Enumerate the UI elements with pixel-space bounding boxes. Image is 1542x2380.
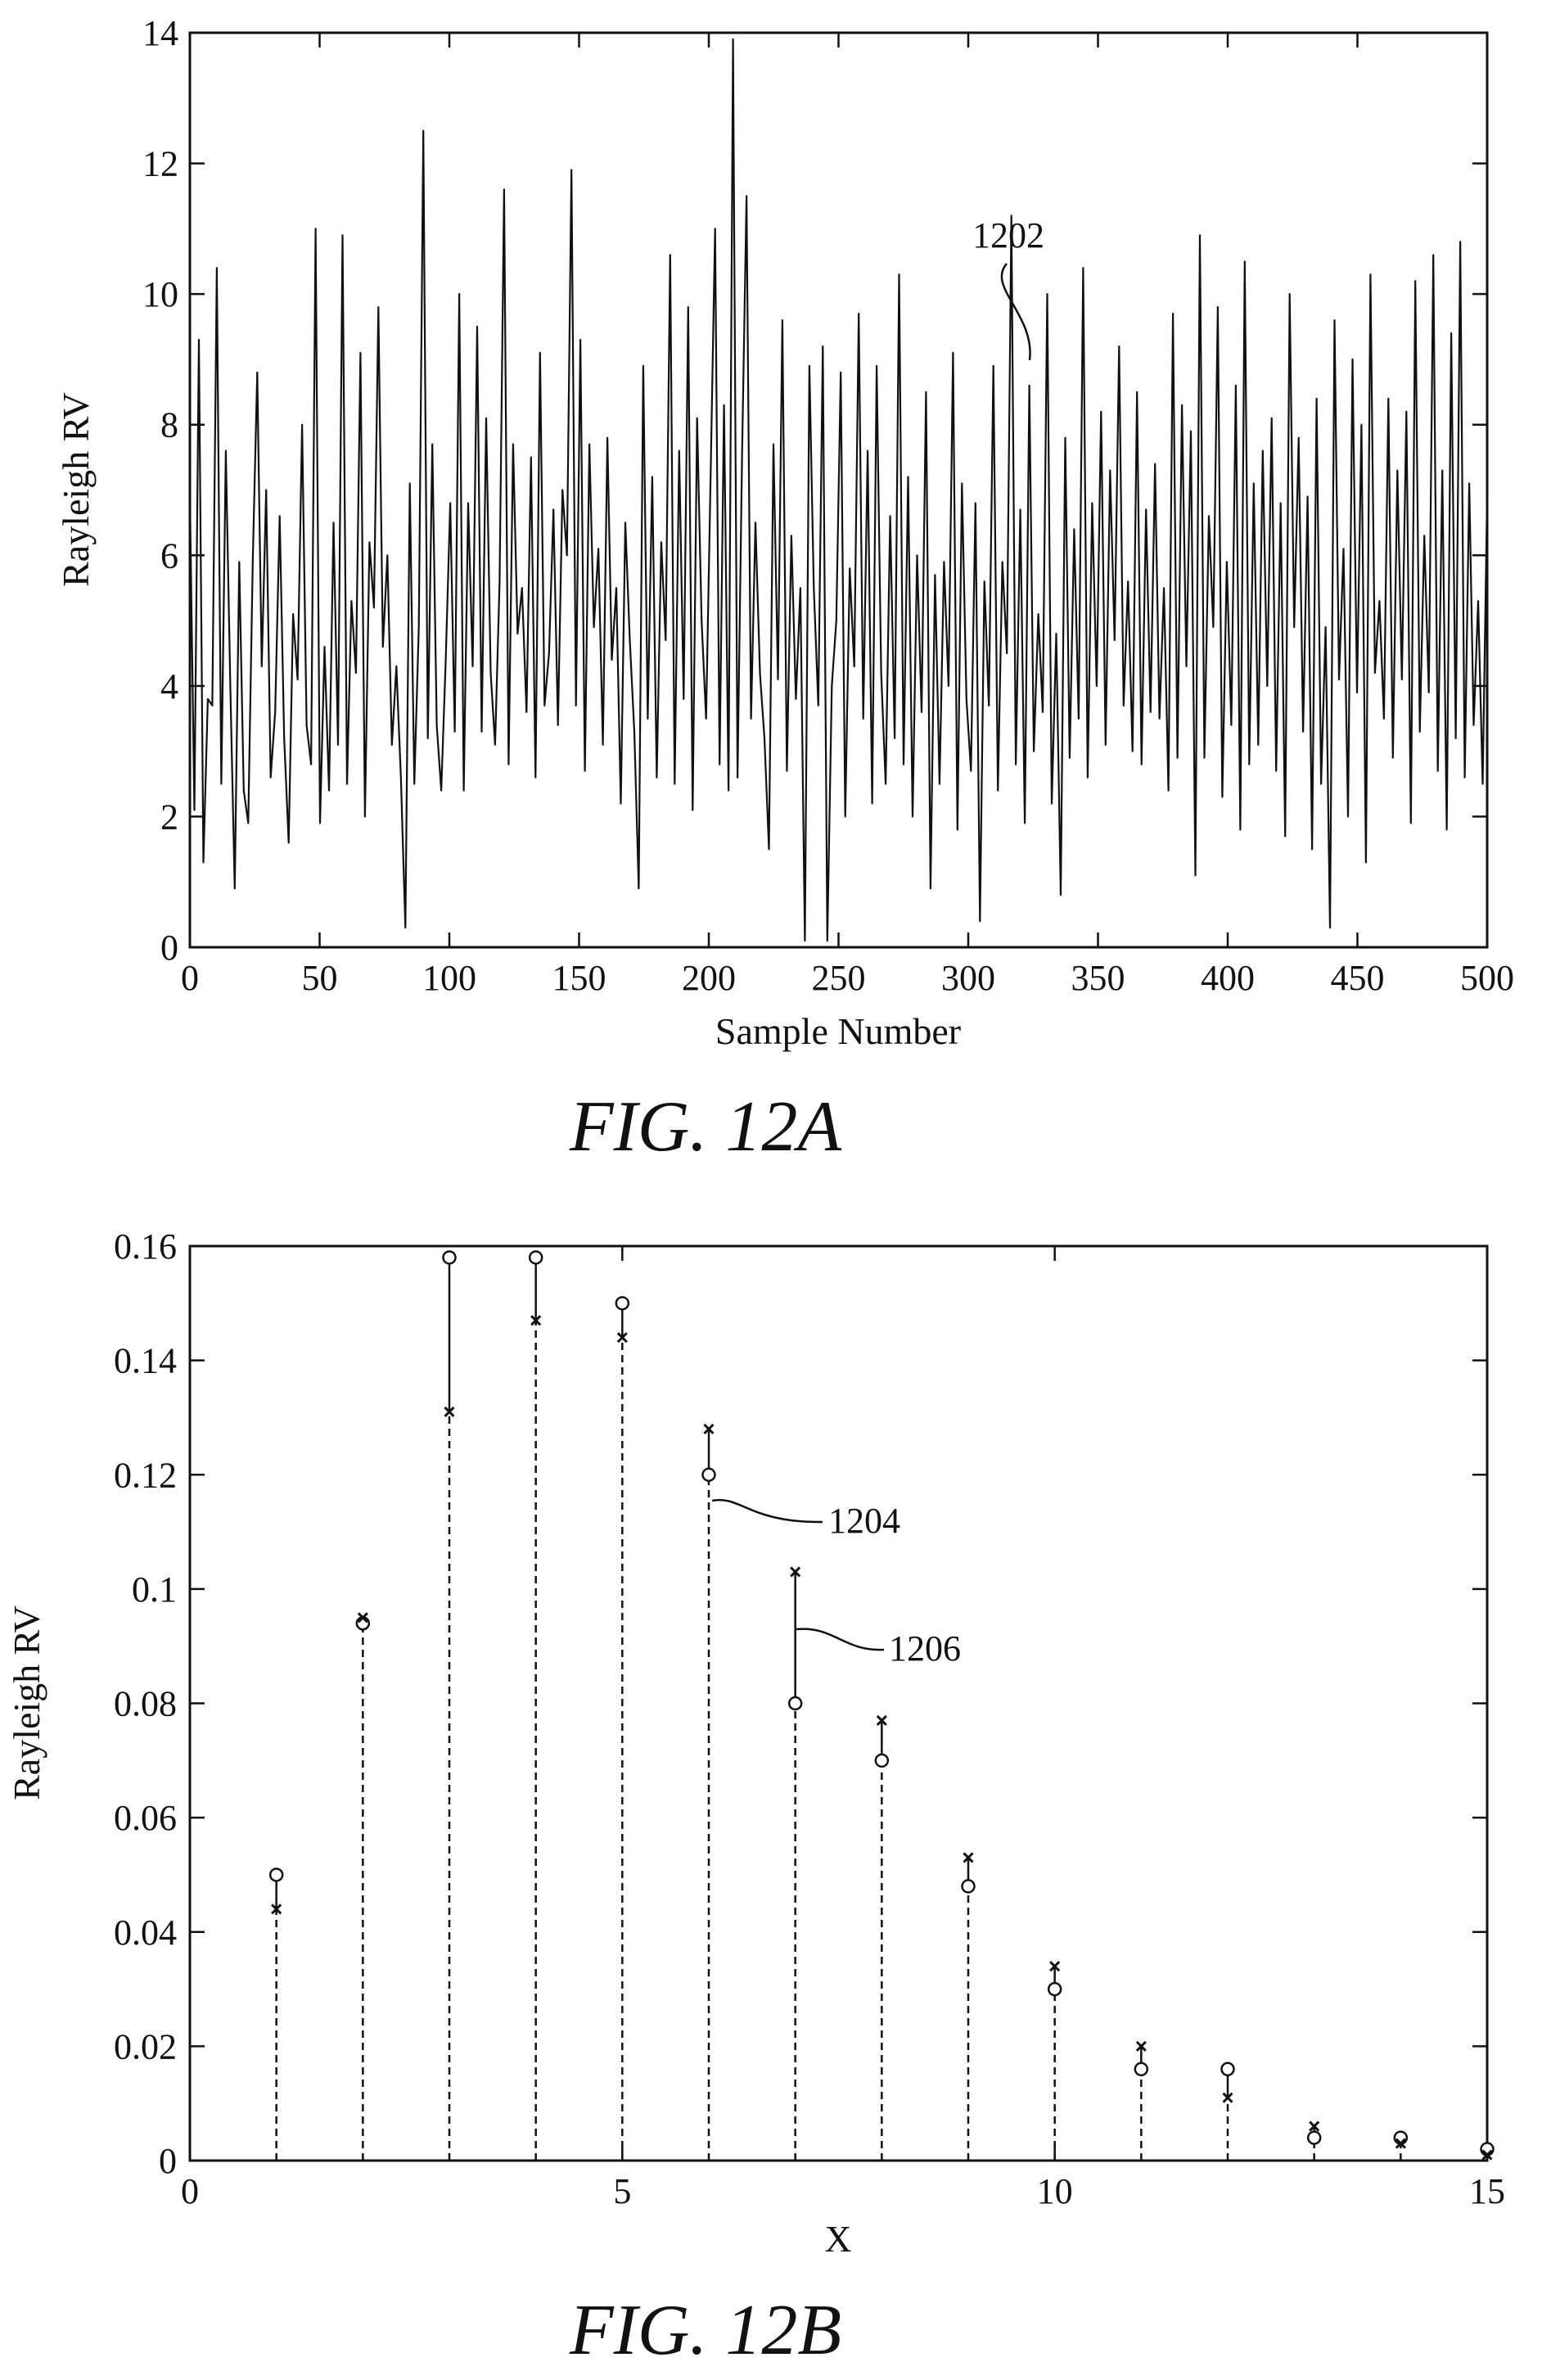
- chart-12a-ticks: 0 50 100 150 200 250 300 350 400 450 500 0 2 4 6 8 10 12 1…: [142, 13, 1514, 998]
- chart-12a-y-tick-label: 0: [160, 928, 178, 968]
- cross-marker-stroke: [1395, 2138, 1406, 2149]
- cross-marker: [1049, 1961, 1061, 1972]
- circle-marker: [701, 1467, 716, 1482]
- circle-marker: [268, 1867, 284, 1882]
- chart-12b-x-tick-label: 5: [613, 2171, 631, 2211]
- cross-marker-stroke: [444, 1406, 455, 1418]
- chart-12b-y-tick-label: 0.1: [132, 1569, 177, 1610]
- chart-12b-stems: [268, 1250, 1495, 2161]
- chart-12b-y-tick-label: 0: [159, 2141, 177, 2181]
- chart-12b-ticks: 0 5 10 15 0 0.02 0.04 0.06 0.08 0.1 0.12 0.14 0.16: [114, 1226, 1505, 2211]
- cross-marker-stroke: [963, 1852, 974, 1863]
- cross-marker: [1481, 2149, 1493, 2161]
- cross-marker: [1135, 2040, 1147, 2052]
- cross-marker-stroke: [357, 1612, 368, 1624]
- cross-marker-stroke: [271, 1904, 282, 1915]
- figure-caption-12b: FIG. 12B: [569, 2291, 841, 2370]
- chart-12b-x-tick-label: 0: [181, 2171, 199, 2211]
- chart-12a-y-tick-label: 12: [142, 144, 178, 184]
- cross-marker-stroke: [1049, 1961, 1061, 1972]
- chart-12b: 0 5 10 15 0 0.02 0.04 0.06 0.08 0.1 0.12 0.14 0.16 1…: [6, 1226, 1505, 2370]
- cross-marker: [703, 1423, 715, 1434]
- chart-12a-x-tick-label: 0: [181, 958, 199, 998]
- chart-12b-y-tick-label: 0.12: [114, 1455, 177, 1495]
- annotation-1202: 1202: [972, 215, 1044, 255]
- annotation-1204: 1204: [828, 1501, 900, 1541]
- chart-12a-y-tick-label: 10: [142, 274, 178, 314]
- chart-12b-y-tick-label: 0.16: [114, 1226, 177, 1267]
- circle-marker: [787, 1696, 803, 1711]
- chart-12a-x-tick-label: 100: [422, 958, 476, 998]
- chart-12a-x-tick-label: 400: [1201, 958, 1255, 998]
- chart-12a-x-tick-label: 50: [302, 958, 338, 998]
- circle-marker: [1306, 2130, 1322, 2145]
- circle-marker: [1047, 1981, 1062, 1997]
- cross-marker: [1395, 2138, 1406, 2149]
- cross-marker: [616, 1332, 628, 1344]
- chart-12a-x-tick-label: 450: [1331, 958, 1385, 998]
- chart-12b-y-tick-label: 0.04: [114, 1913, 177, 1953]
- cross-marker-stroke: [1135, 2040, 1147, 2052]
- chart-12a-y-tick-label: 6: [160, 535, 178, 576]
- cross-marker-stroke: [876, 1714, 887, 1727]
- cross-marker: [357, 1612, 368, 1624]
- cross-marker-stroke: [703, 1423, 715, 1434]
- chart-12a-x-tick-label: 150: [552, 958, 606, 998]
- cross-marker-stroke: [616, 1332, 628, 1344]
- chart-12a-x-tick-label: 350: [1071, 958, 1125, 998]
- cross-marker-stroke: [530, 1315, 542, 1326]
- cross-marker: [963, 1852, 974, 1863]
- circle-marker: [528, 1250, 543, 1265]
- chart-12b-x-tick-label: 10: [1037, 2171, 1073, 2211]
- chart-12b-y-tick-label: 0.02: [114, 2026, 177, 2066]
- chart-12a: 0 50 100 150 200 250 300 350 400 450 500 0 2 4 6 8 10 12 1…: [55, 13, 1514, 1167]
- chart-12a-x-tick-label: 300: [941, 958, 995, 998]
- chart-12a-x-tick-label: 200: [682, 958, 736, 998]
- chart-12b-x-tick-label: 15: [1469, 2171, 1505, 2211]
- chart-12b-y-tick-label: 0.08: [114, 1684, 177, 1724]
- chart-12b-x-axis-label: X: [824, 2218, 851, 2260]
- chart-12a-x-tick-label: 250: [812, 958, 866, 998]
- annotation-1204-leader: [711, 1498, 823, 1524]
- cross-marker-stroke: [1309, 2120, 1320, 2132]
- chart-12a-x-axis-label: Sample Number: [715, 1010, 961, 1052]
- chart-12b-y-tick-label: 0.14: [114, 1341, 177, 1381]
- chart-12b-plot-frame: [188, 1244, 1489, 2162]
- cross-marker: [1222, 2092, 1233, 2103]
- chart-12a-x-tick-label: 500: [1460, 958, 1514, 998]
- chart-12b-y-tick-label: 0.06: [114, 1798, 177, 1838]
- circle-marker: [961, 1879, 976, 1894]
- cross-marker: [271, 1904, 282, 1915]
- chart-12a-y-axis-label: Rayleigh RV: [55, 392, 97, 587]
- cross-marker: [1309, 2120, 1320, 2132]
- circle-marker: [442, 1250, 457, 1265]
- circle-marker: [1220, 2062, 1235, 2077]
- chart-12b-y-axis-label: Rayleigh RV: [6, 1605, 47, 1800]
- chart-12a-y-tick-label: 4: [160, 666, 178, 707]
- cross-marker-stroke: [1222, 2092, 1233, 2103]
- chart-12a-y-tick-label: 14: [142, 13, 178, 53]
- cross-marker-stroke: [1481, 2149, 1493, 2161]
- circle-marker: [615, 1296, 630, 1311]
- cross-marker: [444, 1406, 455, 1418]
- annotation-1206: 1206: [889, 1628, 961, 1669]
- chart-12a-y-tick-label: 2: [160, 797, 178, 837]
- cross-marker-stroke: [790, 1566, 801, 1578]
- chart-12a-series-line: [188, 38, 1489, 942]
- chart-12a-y-tick-label: 8: [160, 405, 178, 445]
- circle-marker: [874, 1753, 890, 1768]
- cross-marker: [790, 1566, 801, 1578]
- cross-marker: [530, 1315, 542, 1326]
- annotation-1206-leader: [796, 1628, 885, 1651]
- figure-caption-12a: FIG. 12A: [569, 1087, 843, 1167]
- circle-marker: [1134, 2062, 1149, 2077]
- cross-marker: [876, 1714, 887, 1727]
- annotation-1202-leader: [1000, 263, 1031, 361]
